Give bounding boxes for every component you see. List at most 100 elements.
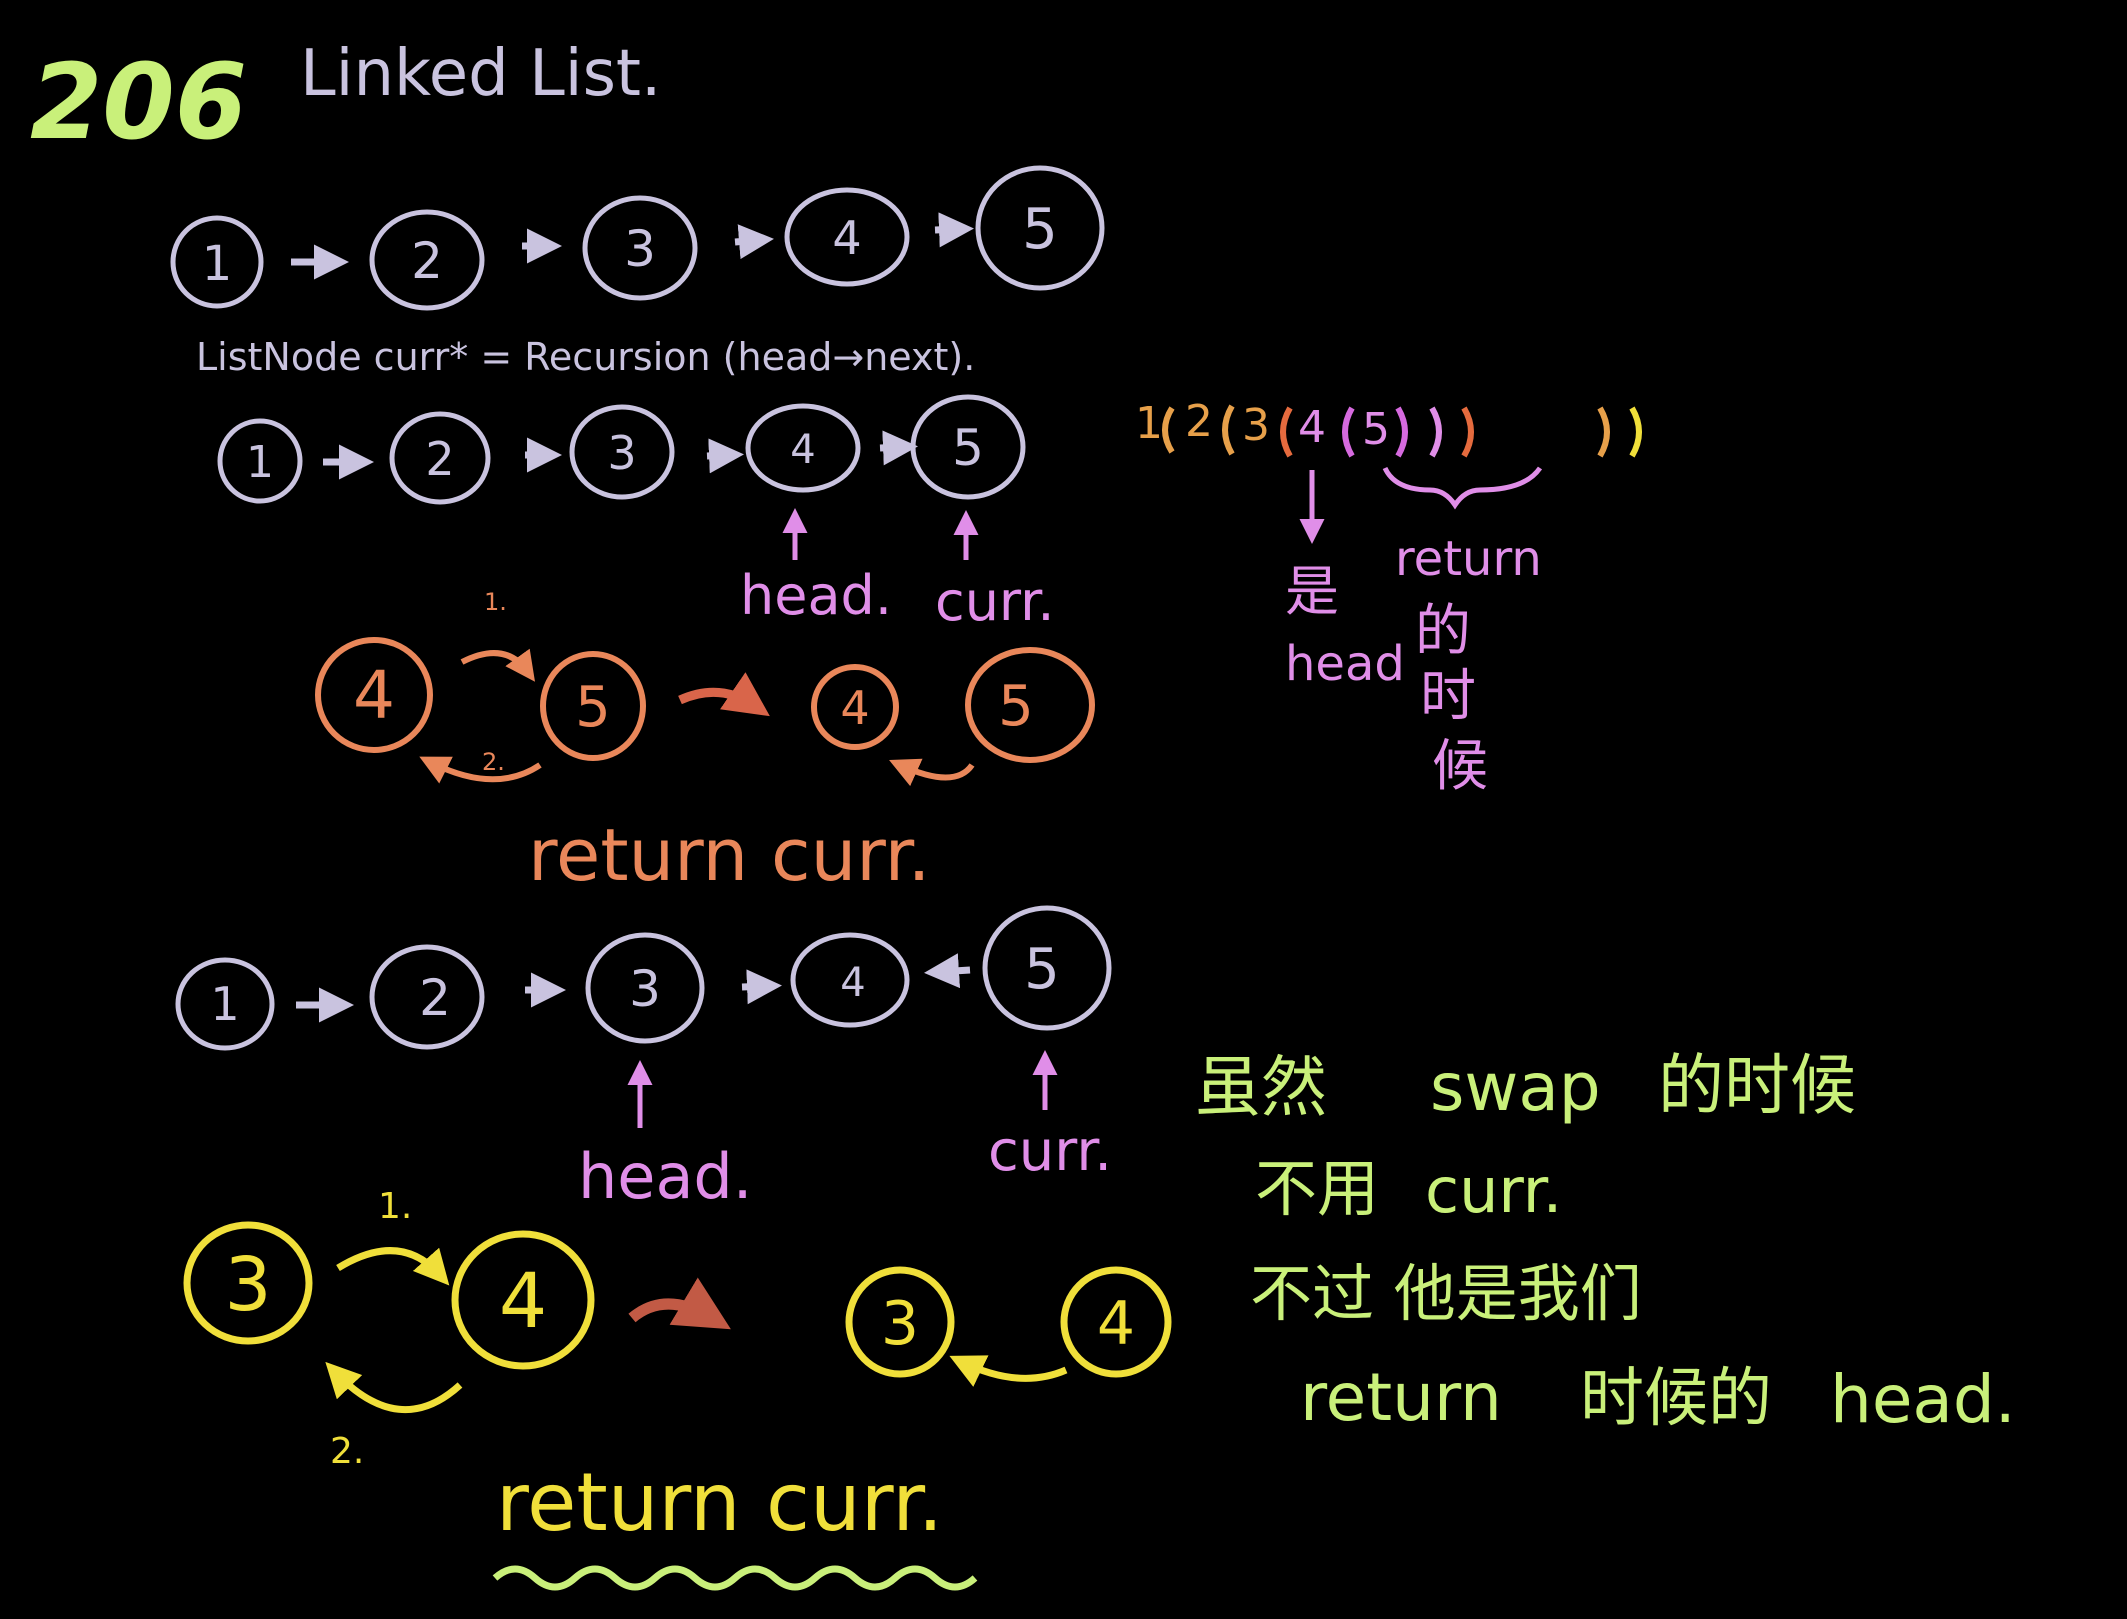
note-line-3: 不过 他是我们: [1250, 1257, 1642, 1330]
node-value: 3: [224, 1242, 271, 1328]
list-node: [910, 394, 1026, 500]
paren: [1342, 406, 1355, 458]
swap-node: [451, 1230, 595, 1370]
paren: [1162, 406, 1175, 454]
transform-arrow: [678, 672, 770, 717]
note-line-4b: 时候的: [1580, 1362, 1772, 1436]
curr-pointer-row-3: curr.: [988, 1050, 1112, 1184]
node-value: 4: [840, 681, 869, 735]
linked-list-row-2: 1 2 3 4 5: [217, 394, 1026, 505]
return-word: return: [1395, 531, 1542, 587]
note-line-1c: 的时候: [1658, 1047, 1856, 1124]
node-value: 4: [499, 1256, 547, 1345]
swap-diagram-yellow: 3 1. 4 2. 3 4 return curr.: [183, 1186, 1172, 1591]
node-value: 3: [881, 1289, 919, 1359]
nest-digit: 4: [1298, 402, 1326, 453]
node-value: 5: [998, 674, 1034, 739]
paren: [1429, 406, 1442, 458]
paren: [1597, 406, 1610, 458]
next-arrow: [734, 224, 774, 260]
transform-arrow: [628, 1277, 731, 1330]
swap-node: [965, 647, 1095, 763]
node-value: 2: [411, 232, 443, 290]
swap-node: [811, 664, 899, 750]
swap-node: [183, 1221, 313, 1345]
next-arrow: [706, 438, 744, 474]
problem-number: 206: [30, 41, 247, 163]
node-value: 4: [840, 960, 865, 1006]
list-node: [369, 209, 485, 311]
when-char: 的: [1415, 599, 1471, 664]
next-arrow: [934, 212, 974, 248]
return-curr-label: return curr.: [496, 1456, 943, 1549]
nest-digit: 5: [1362, 404, 1390, 455]
note-line-2b: curr.: [1425, 1154, 1562, 1227]
swap-node: [540, 651, 646, 761]
paren: [1280, 406, 1293, 458]
explanation-note: 虽然 swap 的时候 不用 curr. 不过 他是我们 return 时候的 …: [1195, 1047, 2016, 1438]
list-node: [217, 418, 303, 504]
nest-digit: 3: [1242, 400, 1270, 451]
list-node: [369, 944, 485, 1050]
node-value: 1: [210, 977, 239, 1031]
list-node: [784, 187, 910, 287]
node-value: 3: [607, 426, 636, 480]
list-node: [982, 905, 1112, 1031]
node-value: 3: [624, 220, 656, 278]
paren: [1461, 406, 1474, 458]
node-value: 4: [832, 211, 861, 265]
linked-list-row-1: 1 2 3 4 5: [170, 165, 1105, 311]
note-line-4c: head.: [1830, 1361, 2016, 1438]
page-title: Linked List.: [300, 37, 661, 111]
node-value: 3: [629, 960, 661, 1018]
node-value: 5: [952, 419, 984, 477]
nest-digit: 2: [1185, 396, 1213, 447]
paren: [1222, 404, 1235, 456]
curr-pointer-row-2: curr.: [935, 510, 1055, 633]
node-value: 4: [353, 657, 395, 734]
node-value: 1: [202, 236, 233, 292]
head-label: head.: [578, 1140, 753, 1213]
linked-list-row-3: 1 2 3 4 5: [175, 905, 1112, 1051]
list-node: [569, 404, 675, 500]
curly-brace: [1382, 466, 1543, 510]
link-arrow-1: [336, 1247, 450, 1286]
reverse-arrow: [889, 758, 975, 787]
list-node: [975, 165, 1105, 291]
list-node: [790, 932, 910, 1028]
when-char: 候: [1432, 734, 1488, 799]
node-value: 2: [425, 432, 454, 486]
note-line-1b: swap: [1430, 1049, 1601, 1126]
note-line-2a: 不用: [1255, 1152, 1379, 1225]
when-char: 时: [1420, 664, 1476, 729]
swap-node: [315, 637, 433, 753]
list-node: [389, 411, 491, 505]
curr-label: curr.: [988, 1119, 1112, 1184]
list-node: [175, 957, 275, 1051]
node-value: 5: [575, 675, 611, 740]
nest-digit: 1: [1135, 398, 1163, 449]
reverse-arrow: [949, 1355, 1068, 1387]
link-arrow-2: [325, 1361, 463, 1414]
swap-node: [1060, 1266, 1172, 1378]
paren: [1629, 406, 1642, 458]
node-value: 5: [1024, 937, 1060, 1002]
step-label: 1.: [378, 1186, 412, 1227]
head-pointer-row-3: head.: [578, 1060, 753, 1213]
list-node: [582, 195, 698, 301]
squiggle-underline: [492, 1565, 978, 1591]
code-line: ListNode curr* = Recursion (head→next).: [196, 335, 975, 379]
next-arrow: [879, 430, 918, 466]
note-line-4a: return: [1300, 1359, 1502, 1436]
swap-diagram-orange: 4 1. 5 2. 4 5 return curr.: [315, 588, 1095, 897]
link-arrow-1: [460, 648, 536, 682]
node-value: 4: [790, 427, 815, 473]
next-arrow: [741, 969, 782, 1005]
prev-arrow: [924, 953, 971, 989]
is-head-word: head: [1285, 636, 1405, 692]
list-node: [745, 403, 861, 493]
is-char: 是: [1285, 560, 1339, 623]
note-line-1a: 虽然: [1195, 1049, 1327, 1126]
return-curr-label: return curr.: [528, 813, 930, 897]
